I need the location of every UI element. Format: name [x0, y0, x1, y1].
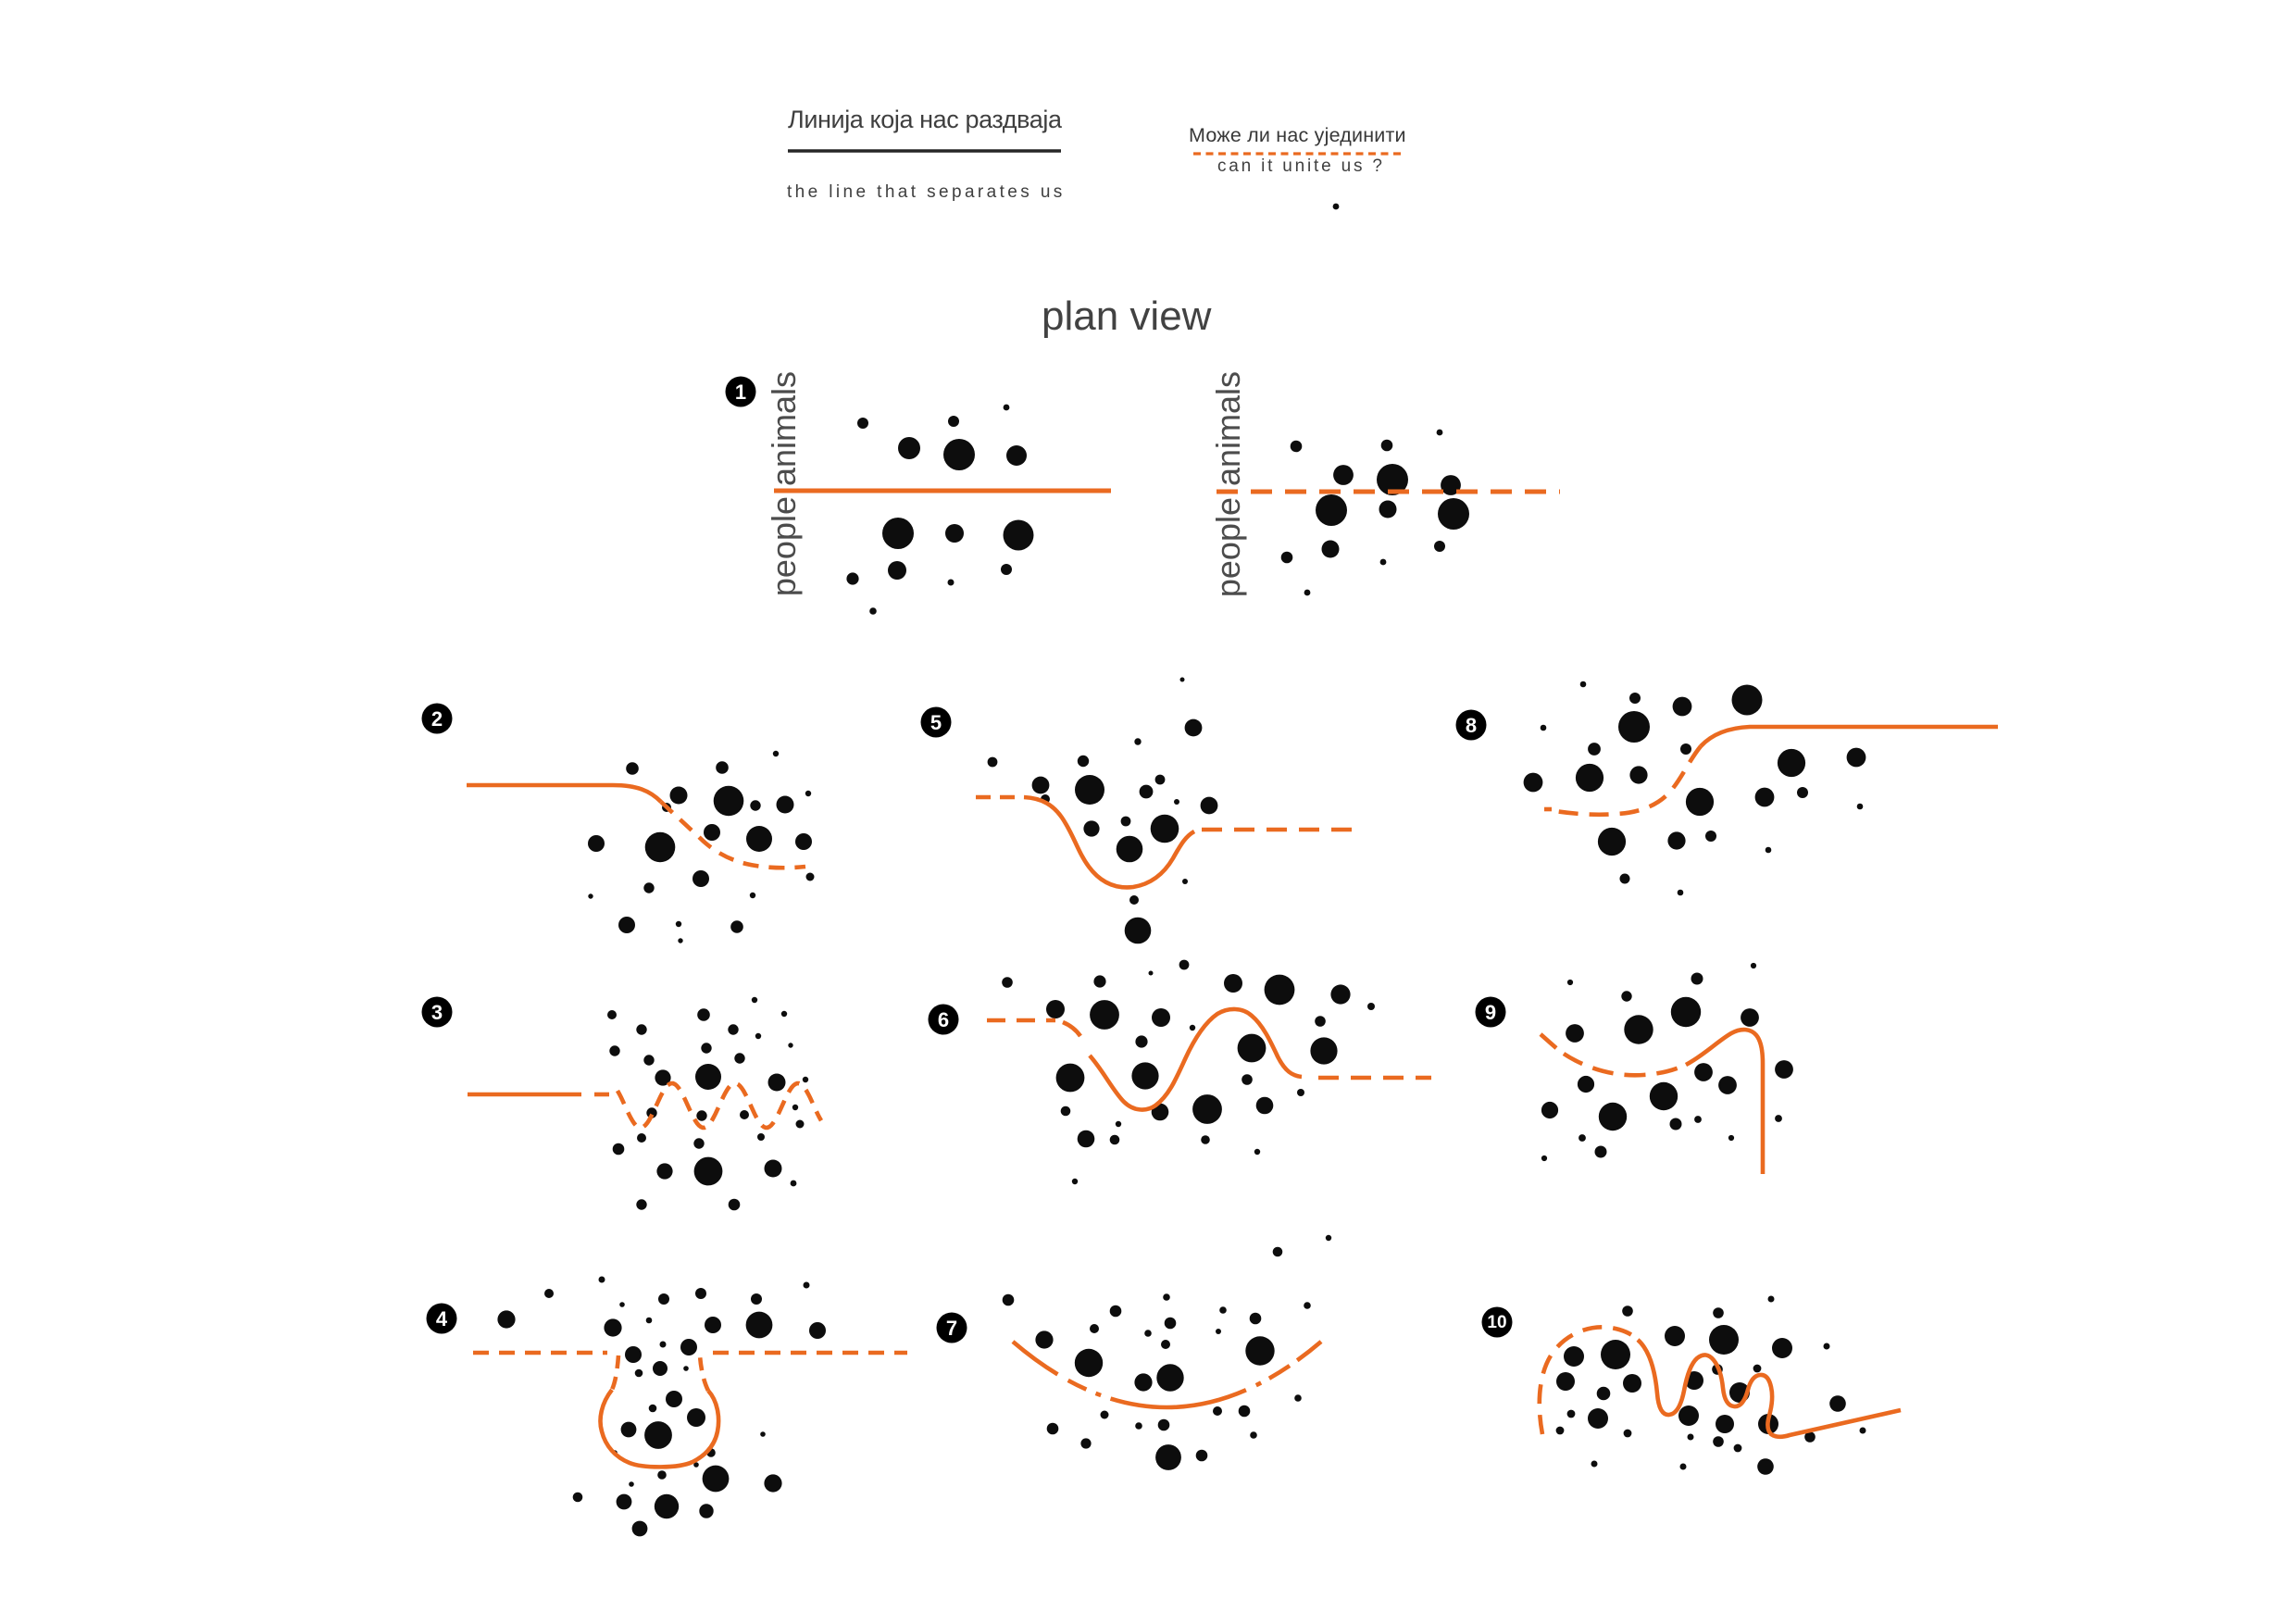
svg-text:6: 6	[938, 1008, 949, 1031]
svg-text:5: 5	[930, 711, 942, 734]
svg-text:8: 8	[1466, 714, 1477, 737]
svg-text:people: people	[1209, 497, 1247, 597]
svg-text:plan view: plan view	[1042, 294, 1212, 339]
svg-text:3: 3	[431, 1001, 443, 1024]
svg-text:9: 9	[1485, 1001, 1496, 1024]
svg-text:10: 10	[1487, 1313, 1506, 1332]
svg-text:the line that separates us: the line that separates us	[787, 182, 1066, 202]
svg-text:animals: animals	[765, 371, 803, 486]
svg-text:Може ли нас ујединити: Може ли нас ујединити	[1189, 124, 1406, 146]
svg-text:Линија која нас раздваја: Линија која нас раздваја	[788, 106, 1063, 133]
svg-text:animals: animals	[1209, 371, 1247, 486]
svg-text:can it unite us ?: can it unite us ?	[1217, 156, 1385, 176]
svg-text:7: 7	[946, 1317, 957, 1340]
svg-text:1: 1	[735, 381, 746, 404]
svg-text:people: people	[765, 496, 803, 596]
svg-text:2: 2	[431, 707, 443, 731]
svg-text:4: 4	[436, 1307, 448, 1330]
